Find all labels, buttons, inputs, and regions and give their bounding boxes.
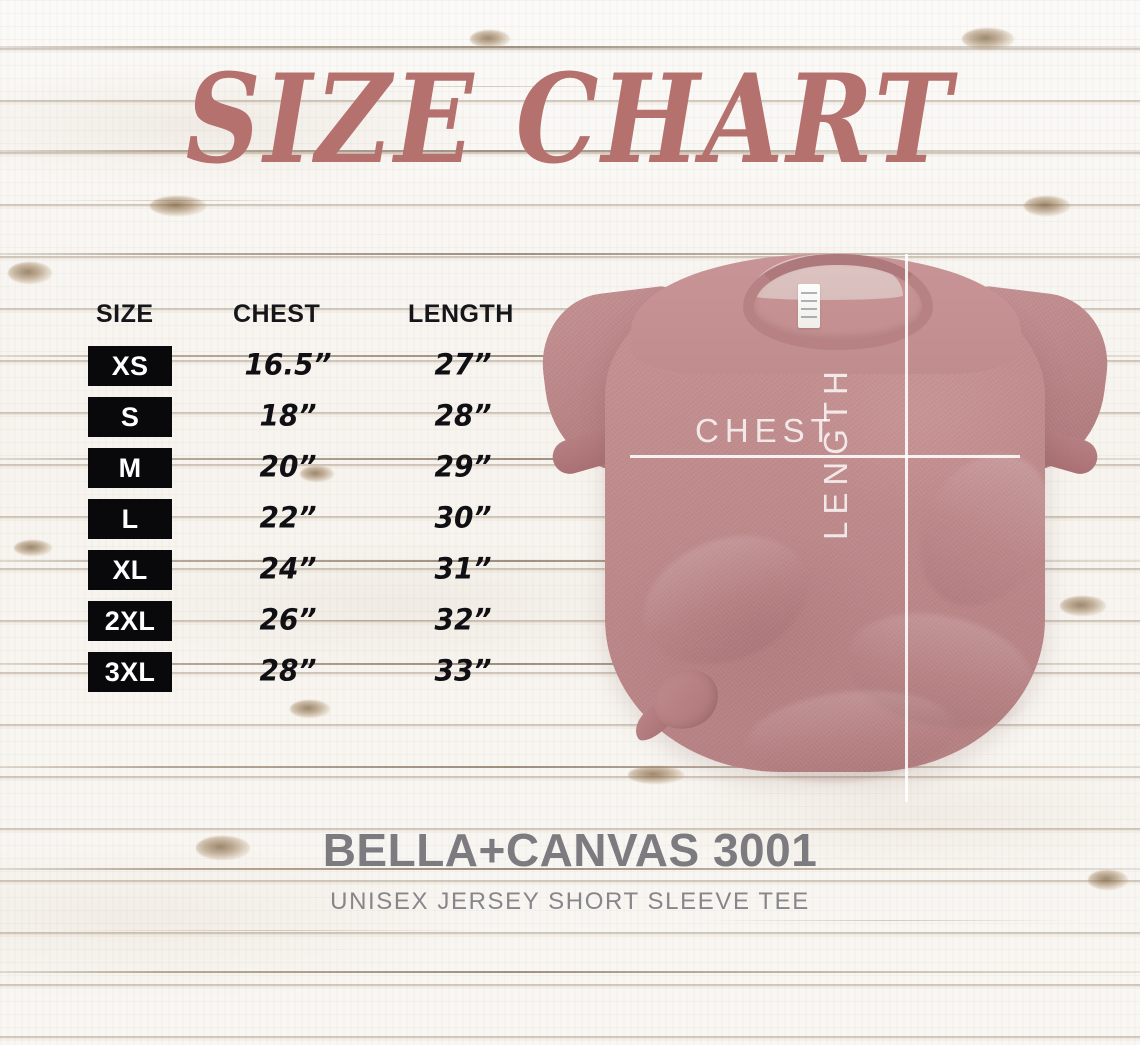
wood-grain — [700, 920, 1080, 921]
size-badge-label: 2XL — [104, 605, 156, 636]
plank-seam — [0, 868, 1140, 870]
table-row: L 22” 30” — [88, 497, 558, 548]
wood-knot — [300, 466, 334, 482]
column-header-length: LENGTH — [408, 300, 514, 328]
wood-knot — [1024, 196, 1070, 216]
wood-knot — [196, 836, 250, 860]
plank-seam — [0, 971, 1140, 973]
length-value: 30” — [434, 500, 492, 535]
size-badge: 3XL — [88, 652, 172, 692]
table-row: M 20” 29” — [88, 446, 558, 497]
size-badge: XL — [88, 550, 172, 590]
length-overlay-label: LENGTH — [817, 364, 854, 540]
size-badge-label: L — [121, 503, 139, 534]
plank-seam — [0, 46, 1140, 48]
page-title: SIZE CHART — [185, 46, 955, 192]
chest-value: 24” — [259, 551, 317, 586]
table-row: 2XL 26” 32” — [88, 599, 558, 650]
wood-grain — [60, 930, 480, 931]
column-header-chest: CHEST — [233, 300, 321, 328]
tshirt-photo: CHEST LENGTH — [534, 240, 1116, 810]
wood-grain — [200, 620, 500, 621]
chest-value: 26” — [259, 602, 317, 637]
wood-knot — [470, 30, 510, 48]
size-badge: M — [88, 448, 172, 488]
length-measurement-line — [905, 254, 908, 802]
tshirt-collar — [743, 254, 933, 350]
wood-grain — [40, 200, 320, 201]
size-badge: 2XL — [88, 601, 172, 641]
chest-value: 18” — [259, 398, 317, 433]
size-badge-label: M — [118, 452, 142, 483]
length-value: 27” — [434, 347, 492, 382]
column-header-size: SIZE — [96, 300, 154, 328]
length-value: 31” — [434, 551, 492, 586]
size-badge: L — [88, 499, 172, 539]
wood-knot — [150, 196, 206, 216]
chest-value: 20” — [259, 449, 317, 484]
plank-seam — [0, 253, 1140, 255]
chest-measurement-line — [630, 455, 1020, 458]
length-value: 32” — [434, 602, 492, 637]
chest-overlay-label: CHEST — [695, 412, 837, 449]
brand-name: BELLA+CANVAS 3001 — [322, 824, 818, 876]
chest-value: 16.5” — [244, 347, 332, 382]
wood-knot — [290, 700, 330, 718]
size-badge-label: 3XL — [104, 656, 156, 687]
size-badge: XS — [88, 346, 172, 386]
length-value: 28” — [434, 398, 492, 433]
table-header-row: SIZE CHEST LENGTH — [88, 300, 558, 344]
table-row: 3XL 28” 33” — [88, 650, 558, 701]
plank-seam — [0, 766, 1140, 768]
length-value: 33” — [434, 653, 492, 688]
chest-value: 28” — [259, 653, 317, 688]
wood-knot — [14, 540, 52, 556]
plank-seam — [0, 560, 1140, 562]
chest-value: 22” — [259, 500, 317, 535]
wood-knot — [628, 766, 684, 784]
table-row: S 18” 28” — [88, 395, 558, 446]
wood-knot — [962, 28, 1014, 50]
wood-knot — [8, 262, 52, 284]
table-row: XL 24” 31” — [88, 548, 558, 599]
plank-seam — [0, 150, 1140, 152]
plank-seam — [0, 663, 1140, 665]
size-badge-label: S — [120, 401, 140, 432]
size-table: SIZE CHEST LENGTH XS 16.5” 27” S 18” 28”… — [88, 300, 558, 701]
wood-knot — [1060, 596, 1106, 616]
tshirt-brand-tag — [798, 284, 820, 328]
footer: BELLA+CANVAS 3001 UNISEX JERSEY SHORT SL… — [0, 826, 1140, 916]
wood-grain — [330, 86, 650, 87]
product-subtitle: UNISEX JERSEY SHORT SLEEVE TEE — [330, 888, 810, 916]
size-badge-label: XS — [111, 350, 149, 381]
size-badge: S — [88, 397, 172, 437]
size-badge-label: XL — [112, 554, 148, 585]
length-value: 29” — [434, 449, 492, 484]
wood-knot — [1088, 870, 1128, 890]
table-row: XS 16.5” 27” — [88, 344, 558, 395]
